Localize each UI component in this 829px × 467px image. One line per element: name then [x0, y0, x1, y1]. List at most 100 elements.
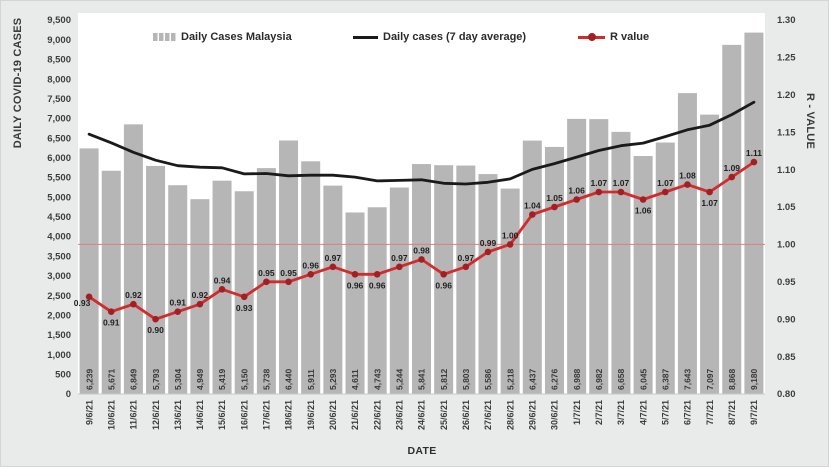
r-value-marker: [307, 271, 314, 278]
date-tick-label: 20/6/21: [328, 400, 338, 430]
left-axis-tick-label: 8,500: [47, 55, 71, 66]
line-series-swatch-icon: [353, 35, 378, 39]
date-tick-label: 21/6/21: [350, 400, 360, 430]
r-value-point-label: 0.96: [435, 280, 452, 290]
left-axis-tick-label: 1,500: [47, 330, 71, 341]
daily-cases-bar: [389, 187, 409, 394]
left-axis-tick-label: 3,000: [47, 271, 71, 282]
left-axis-tick-label: 7,500: [47, 94, 71, 105]
date-tick-label: 30/6/21: [550, 400, 560, 430]
r-value-point-label: 1.06: [568, 186, 585, 196]
r-value-point-label: 0.96: [302, 260, 319, 270]
r-value-point-label: 0.93: [74, 298, 91, 308]
right-axis-tick-label: 1.25: [777, 53, 796, 64]
bar-value-label: 5,419: [217, 368, 227, 390]
right-axis-title: R - VALUE: [804, 93, 816, 149]
r-value-marker: [529, 211, 536, 218]
left-axis-tick-label: 7,000: [47, 114, 71, 125]
seven-day-average-line: [87, 100, 756, 186]
right-axis-tick-label: 1.15: [777, 127, 796, 138]
right-axis-tick-label: 1.10: [777, 165, 796, 176]
left-axis-tick-label: 5,000: [47, 192, 71, 203]
date-tick-label: 3/7/21: [616, 400, 626, 425]
bar-value-label: 6,437: [528, 368, 538, 390]
bar-value-label: 7,643: [683, 368, 693, 390]
r-value-marker: [396, 263, 403, 271]
r-value-marker: [218, 286, 226, 293]
r-value-marker: [285, 278, 292, 286]
date-tick-label: 16/6/21: [239, 400, 249, 430]
r-value-marker: [440, 271, 447, 278]
date-tick-label: 25/6/21: [439, 400, 449, 430]
left-axis-tick-label: 9,000: [47, 35, 71, 46]
bar-value-label: 5,803: [461, 368, 471, 390]
r-value-point-label: 1.06: [635, 206, 652, 216]
date-tick-label: 17/6/21: [262, 400, 272, 430]
r-value-point-label: 0.96: [369, 280, 386, 290]
bar-value-label: 8,868: [727, 368, 737, 390]
date-tick-label: 26/6/21: [461, 400, 471, 430]
r-value-marker: [196, 300, 204, 308]
left-axis-tick-label: 2,000: [47, 310, 71, 321]
date-tick-label: 15/6/21: [217, 400, 227, 430]
r-value-point-label: 1.05: [546, 193, 563, 203]
daily-cases-bar: [700, 114, 720, 394]
legend: Daily Cases Malaysia Daily cases (7 day …: [1, 29, 828, 45]
daily-cases-bar: [367, 207, 387, 394]
r-value-point-label: 1.09: [723, 163, 740, 173]
right-axis-tick-label: 1.05: [777, 202, 796, 213]
bar-value-label: 5,218: [505, 368, 515, 390]
r-value-marker: [595, 188, 603, 196]
daily-cases-bar: [412, 164, 431, 394]
right-axis-tick-label: 0.90: [777, 314, 796, 325]
r-value-point-label: 0.92: [192, 290, 209, 300]
r-value-point-label: 1.11: [746, 148, 762, 158]
date-tick-label: 9/6/21: [84, 400, 94, 425]
bar-value-label: 9,180: [749, 368, 759, 390]
r-value-marker: [750, 158, 758, 166]
legend-label-7day-average: Daily cases (7 day average): [383, 31, 527, 43]
left-axis-tick-label: 6,000: [47, 153, 71, 164]
bar-value-label: 6,239: [84, 368, 94, 390]
bar-value-label: 6,440: [284, 368, 294, 390]
right-axis-tick-label: 0.80: [777, 389, 796, 400]
bar-value-label: 6,658: [616, 368, 626, 390]
r-value-marker: [373, 271, 381, 278]
right-axis-tick-label: 0.85: [777, 352, 796, 363]
bar-value-label: 6,045: [638, 368, 648, 390]
r-value-point-label: 0.99: [480, 238, 497, 248]
r-value-series-swatch-icon: [578, 33, 605, 41]
r-value-marker: [418, 256, 425, 263]
date-tick-label: 24/6/21: [417, 400, 427, 430]
daily-cases-bar: [522, 140, 542, 394]
date-tick-label: 9/7/21: [749, 400, 759, 425]
r-value-marker: [484, 248, 492, 256]
r-value-point-label: 1.00: [502, 230, 519, 240]
r-value-point-label: 1.07: [657, 178, 674, 188]
date-tick-label: 23/6/21: [395, 400, 405, 430]
daily-cases-bar: [655, 142, 675, 394]
r-value-marker: [728, 173, 736, 181]
x-axis-title: DATE: [407, 445, 437, 457]
left-axis-tick-label: 4,000: [47, 232, 71, 243]
daily-cases-bar: [79, 148, 99, 394]
left-axis-tick-label: 5,500: [47, 173, 71, 184]
date-tick-label: 12/6/21: [151, 400, 161, 430]
right-axis-tick-label: 1.00: [777, 240, 796, 251]
left-axis-tick-label: 4,500: [47, 212, 71, 223]
bar-value-label: 6,387: [660, 368, 670, 390]
r-value-point-label: 0.92: [125, 290, 142, 300]
r-value-marker: [617, 188, 625, 196]
r-value-marker: [351, 271, 359, 278]
daily-cases-bar: [500, 188, 520, 394]
r-value-point-label: 1.04: [524, 200, 541, 210]
r-value-point-label: 0.95: [258, 268, 275, 278]
r-value-point-label: 0.91: [103, 318, 120, 328]
date-tick-label: 14/6/21: [195, 400, 205, 430]
bar-value-label: 6,982: [594, 368, 604, 390]
right-axis-tick-label: 1.30: [777, 15, 796, 26]
left-axis-tick-label: 2,500: [47, 291, 71, 302]
date-tick-label: 18/6/21: [284, 400, 294, 430]
left-axis-tick-label: 0: [66, 389, 71, 400]
daily-cases-bar: [633, 156, 653, 394]
